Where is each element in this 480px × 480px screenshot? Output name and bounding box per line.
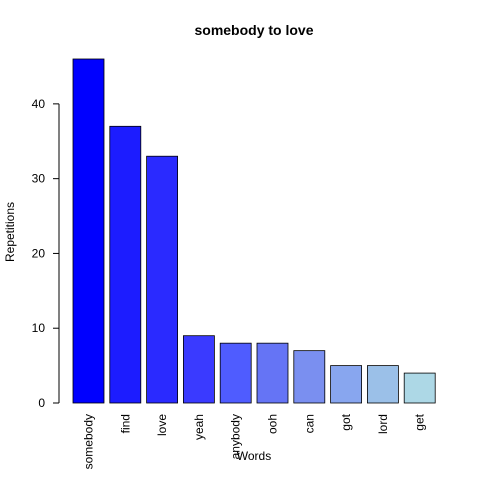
y-axis: 0 10 20 30 40 <box>32 97 60 410</box>
bar-get <box>403 372 436 404</box>
bar-love <box>146 155 179 404</box>
bar-ooh <box>256 342 289 404</box>
x-tick-labels: somebody find love yeah anybody ooh can got lord… <box>82 413 427 469</box>
bar-yeah <box>182 335 215 404</box>
x-tick-label-find: find <box>118 414 132 433</box>
x-tick-label-somebody: somebody <box>82 414 96 469</box>
y-axis-label: Repetitions <box>3 202 17 262</box>
bar-got <box>330 365 363 404</box>
x-tick-label-love: love <box>155 414 169 436</box>
x-tick-label-ooh: ooh <box>266 414 280 434</box>
x-tick-label-got: got <box>339 413 353 430</box>
x-axis-label: Words <box>237 449 271 463</box>
y-tick-label: 40 <box>32 97 46 111</box>
bar-find <box>109 125 142 404</box>
x-tick-label-anybody: anybody <box>229 414 243 459</box>
y-tick-label: 20 <box>32 246 46 260</box>
bar-anybody <box>219 342 252 404</box>
y-tick-label: 10 <box>32 321 46 335</box>
x-tick-label-get: get <box>413 413 427 430</box>
x-tick-label-lord: lord <box>376 414 390 434</box>
y-tick-label: 0 <box>38 396 45 410</box>
bars-group <box>72 58 436 404</box>
x-tick-label-can: can <box>302 414 316 433</box>
chart-title: somebody to love <box>194 22 313 38</box>
x-tick-label-yeah: yeah <box>192 414 206 440</box>
bar-can <box>293 350 326 404</box>
bar-somebody <box>72 58 105 404</box>
y-tick-label: 30 <box>32 172 46 186</box>
bar-lord <box>366 365 399 404</box>
